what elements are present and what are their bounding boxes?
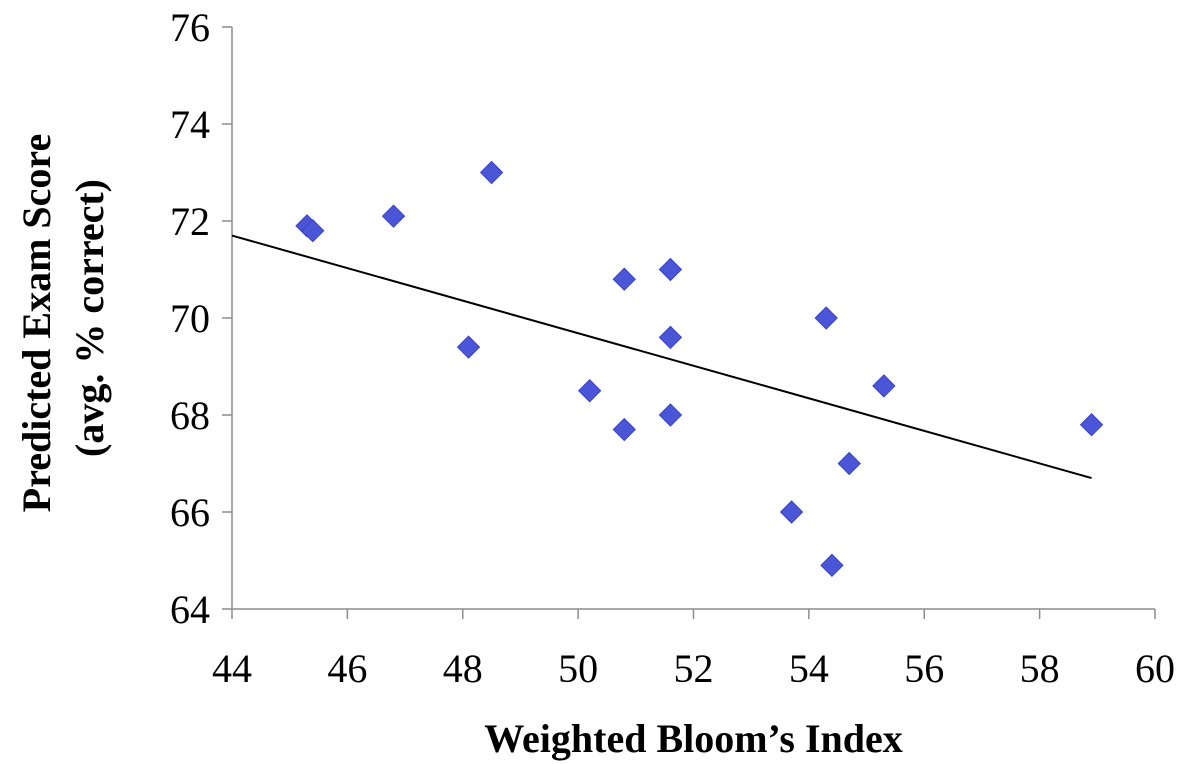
data-point: [301, 218, 325, 243]
x-tick-label: 52: [674, 646, 714, 691]
trendline: [231, 234, 1092, 480]
data-point: [612, 267, 636, 291]
y-axis-title-line-1: Predicted Exam Score: [14, 134, 59, 512]
data-points: [295, 160, 1104, 578]
x-tick-label: 56: [904, 646, 944, 691]
x-tick-label: 46: [327, 646, 367, 691]
data-point: [658, 403, 683, 427]
data-point: [479, 160, 504, 185]
trendline-layer: [231, 234, 1092, 480]
y-tick-label: 64: [170, 587, 210, 632]
x-tick-label: 60: [1135, 646, 1175, 691]
y-tick-label: 68: [170, 393, 210, 438]
x-tick-label: 50: [558, 646, 598, 691]
y-tick-label: 76: [170, 5, 210, 50]
x-tick-label: 54: [789, 646, 829, 691]
data-point: [820, 553, 844, 578]
data-point: [872, 374, 896, 398]
data-point: [612, 417, 636, 442]
data-point: [381, 204, 406, 228]
data-point: [837, 451, 861, 476]
x-axis-title: Weighted Bloom’s Index: [484, 716, 903, 761]
axes: [231, 27, 1155, 610]
y-tick-label: 72: [170, 199, 210, 244]
y-tick-label: 70: [170, 296, 210, 341]
tick-marks: [222, 26, 1156, 619]
tick-labels: 44 46 48 50 52 54 56 58 60 64 66 68 70 72 74 76: [170, 5, 1175, 691]
y-axis-title: Predicted Exam Score (avg. % correct): [14, 124, 112, 512]
y-tick-label: 66: [170, 490, 210, 535]
y-axis-title-line-2: (avg. % correct): [67, 179, 112, 457]
y-tick-label: 74: [170, 102, 210, 147]
data-point: [814, 306, 838, 330]
data-point: [658, 325, 683, 350]
data-point: [577, 379, 602, 403]
x-tick-label: 58: [1020, 646, 1060, 691]
data-point: [1079, 412, 1104, 437]
data-point: [456, 335, 481, 359]
data-point: [779, 500, 804, 524]
x-tick-label: 48: [443, 646, 483, 691]
data-point: [658, 257, 683, 282]
x-tick-label: 44: [212, 646, 252, 691]
